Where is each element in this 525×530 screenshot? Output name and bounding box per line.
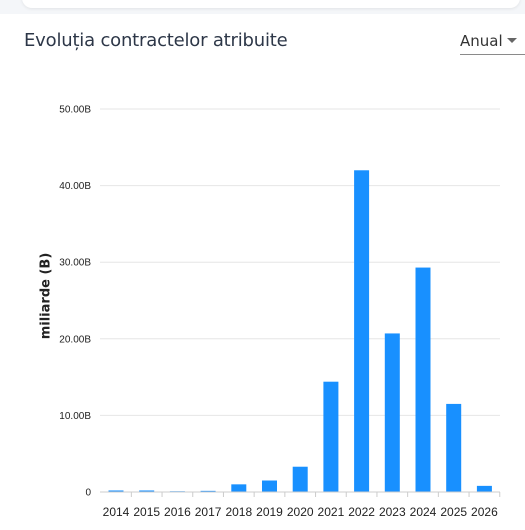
bar-2025[interactable] [446,403,462,492]
y-tick-label: 50.00B [59,105,91,116]
bar-2026[interactable] [476,485,492,492]
y-tick-label: 20.00B [59,334,91,345]
x-tick-label: 2015 [133,505,160,519]
bar-2018[interactable] [231,484,247,492]
x-tick-label: 2017 [195,505,222,519]
bar-2021[interactable] [323,381,339,492]
grid-lines [100,108,500,416]
bar-2022[interactable] [354,170,370,492]
x-tick-label: 2024 [410,505,437,519]
y-axis-label: miliarde (B) [39,253,54,340]
y-tick-label: 10.00B [59,411,91,422]
y-tick-label: 0 [85,488,91,499]
x-tick-label: 2016 [164,505,191,519]
x-tick-label: 2020 [287,505,314,519]
bar-2020[interactable] [292,466,308,492]
bar-2023[interactable] [384,333,400,492]
chevron-down-icon [507,38,517,43]
x-tick-label: 2021 [318,505,345,519]
period-select[interactable]: Anual [460,28,525,55]
x-tick-label: 2019 [256,505,283,519]
bars [108,170,492,493]
x-tick-label: 2022 [348,505,375,519]
bar-2014[interactable] [108,490,124,492]
y-axis-ticks: 0 10.00B 20.00B 30.00B 40.00B 50.00B [59,105,91,499]
x-tick-label: 2026 [471,505,498,519]
bar-2019[interactable] [262,480,277,492]
y-tick-label: 30.00B [59,258,91,269]
x-axis-ticks: 2014 2015 2016 2017 2018 2019 2020 2021 2022 2023… [103,492,501,519]
period-select-value: Anual [460,32,503,50]
chart-title: Evoluția contractelor atribuite [24,30,288,51]
x-tick-label: 2014 [103,505,130,519]
bar-2024[interactable] [415,267,431,492]
x-tick-label: 2025 [440,505,467,519]
previous-card-edge [22,0,520,8]
chart-card [0,14,525,530]
x-tick-label: 2023 [379,505,406,519]
bar-2015[interactable] [139,490,155,492]
bar-2017[interactable] [200,490,216,492]
x-tick-label: 2018 [225,505,252,519]
y-tick-label: 40.00B [59,181,91,192]
